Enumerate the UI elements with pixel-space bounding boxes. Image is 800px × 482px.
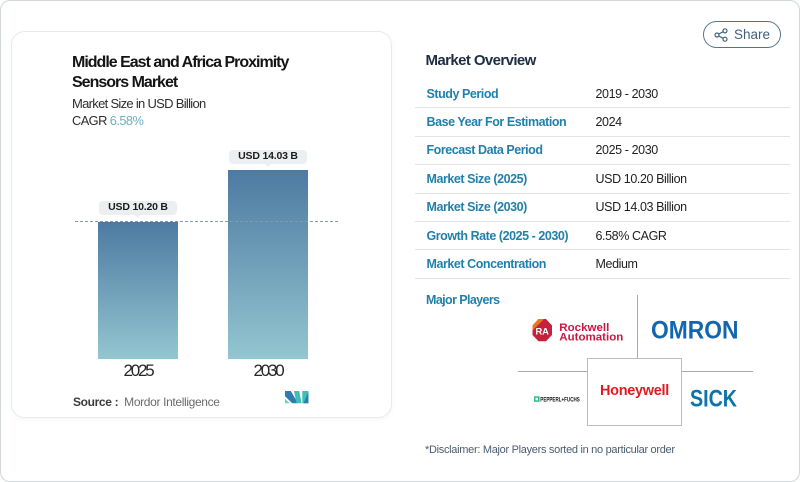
svg-text:PEPPERL+FUCHS: PEPPERL+FUCHS bbox=[540, 396, 580, 403]
svg-text:RA: RA bbox=[535, 326, 549, 337]
svg-text:Rockwell: Rockwell bbox=[559, 322, 609, 334]
svg-text:SICK: SICK bbox=[690, 387, 738, 413]
svg-text:OMRON: OMRON bbox=[651, 319, 739, 345]
svg-text:Automation: Automation bbox=[559, 332, 623, 343]
